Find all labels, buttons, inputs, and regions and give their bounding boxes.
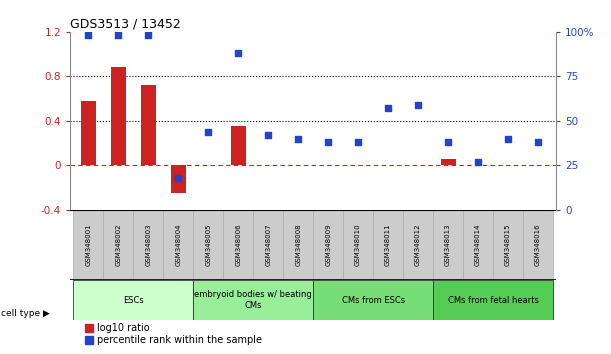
Point <box>533 139 543 145</box>
Bar <box>223 210 253 280</box>
Text: ESCs: ESCs <box>123 296 144 304</box>
Bar <box>523 210 553 280</box>
Bar <box>441 159 456 165</box>
Bar <box>373 210 403 280</box>
Bar <box>170 165 186 193</box>
Text: GSM348013: GSM348013 <box>445 224 451 266</box>
Text: GSM348007: GSM348007 <box>265 224 271 266</box>
Text: GSM348011: GSM348011 <box>385 224 391 266</box>
Text: GSM348010: GSM348010 <box>355 224 361 266</box>
Bar <box>193 280 313 320</box>
Bar <box>133 210 163 280</box>
Point <box>174 175 183 181</box>
Bar <box>103 210 133 280</box>
Bar <box>253 210 283 280</box>
Bar <box>433 280 553 320</box>
Bar <box>313 280 433 320</box>
Point <box>503 136 513 142</box>
Text: GSM348009: GSM348009 <box>325 224 331 266</box>
Bar <box>313 210 343 280</box>
Text: CMs from fetal hearts: CMs from fetal hearts <box>448 296 538 304</box>
Point <box>443 139 453 145</box>
Point <box>293 136 303 142</box>
Text: GSM348001: GSM348001 <box>86 224 91 266</box>
Bar <box>433 210 463 280</box>
Text: GSM348015: GSM348015 <box>505 224 511 266</box>
Text: CMs from ESCs: CMs from ESCs <box>342 296 404 304</box>
Text: GSM348014: GSM348014 <box>475 224 481 266</box>
Legend: log10 ratio, percentile rank within the sample: log10 ratio, percentile rank within the … <box>85 323 263 345</box>
Bar <box>493 210 523 280</box>
Text: GSM348006: GSM348006 <box>235 224 241 266</box>
Text: GSM348016: GSM348016 <box>535 224 541 266</box>
Point <box>83 33 93 38</box>
Bar <box>163 210 193 280</box>
Point <box>473 159 483 165</box>
Bar <box>193 210 223 280</box>
Point <box>383 105 393 111</box>
Bar <box>111 68 126 165</box>
Bar <box>343 210 373 280</box>
Text: GSM348012: GSM348012 <box>415 224 421 266</box>
Point <box>114 33 123 38</box>
Point <box>144 33 153 38</box>
Bar <box>403 210 433 280</box>
Text: GSM348002: GSM348002 <box>115 224 121 266</box>
Text: GSM348004: GSM348004 <box>175 224 181 266</box>
Point <box>413 102 423 108</box>
Text: embryoid bodies w/ beating
CMs: embryoid bodies w/ beating CMs <box>194 290 312 310</box>
Text: GSM348008: GSM348008 <box>295 224 301 266</box>
Bar <box>73 280 193 320</box>
Text: GSM348005: GSM348005 <box>205 224 211 266</box>
Point <box>323 139 333 145</box>
Bar <box>141 85 156 165</box>
Point <box>233 50 243 56</box>
Bar <box>463 210 493 280</box>
Text: GDS3513 / 13452: GDS3513 / 13452 <box>70 18 181 31</box>
Bar <box>81 101 96 165</box>
Text: GSM348003: GSM348003 <box>145 224 152 266</box>
Bar <box>73 210 103 280</box>
Point <box>263 132 273 138</box>
Bar <box>283 210 313 280</box>
Text: cell type ▶: cell type ▶ <box>1 309 50 318</box>
Bar <box>231 126 246 165</box>
Point <box>353 139 363 145</box>
Point <box>203 129 213 135</box>
